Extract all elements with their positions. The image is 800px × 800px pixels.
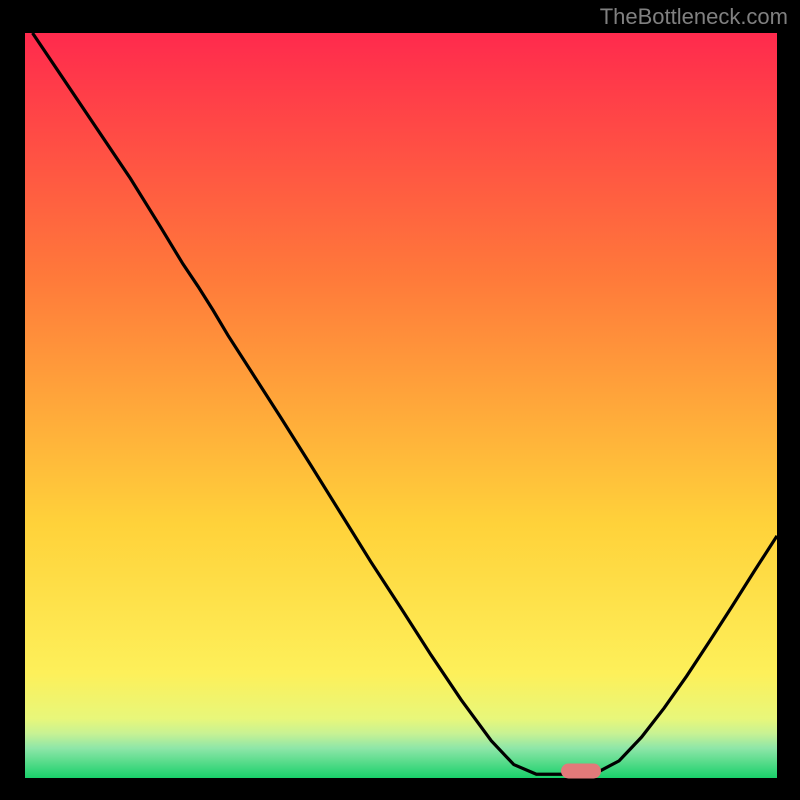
- curve-path: [33, 33, 777, 774]
- optimum-marker: [561, 763, 601, 778]
- bottleneck-curve: [25, 33, 777, 778]
- plot-area: [25, 33, 777, 778]
- watermark-text: TheBottleneck.com: [600, 4, 788, 30]
